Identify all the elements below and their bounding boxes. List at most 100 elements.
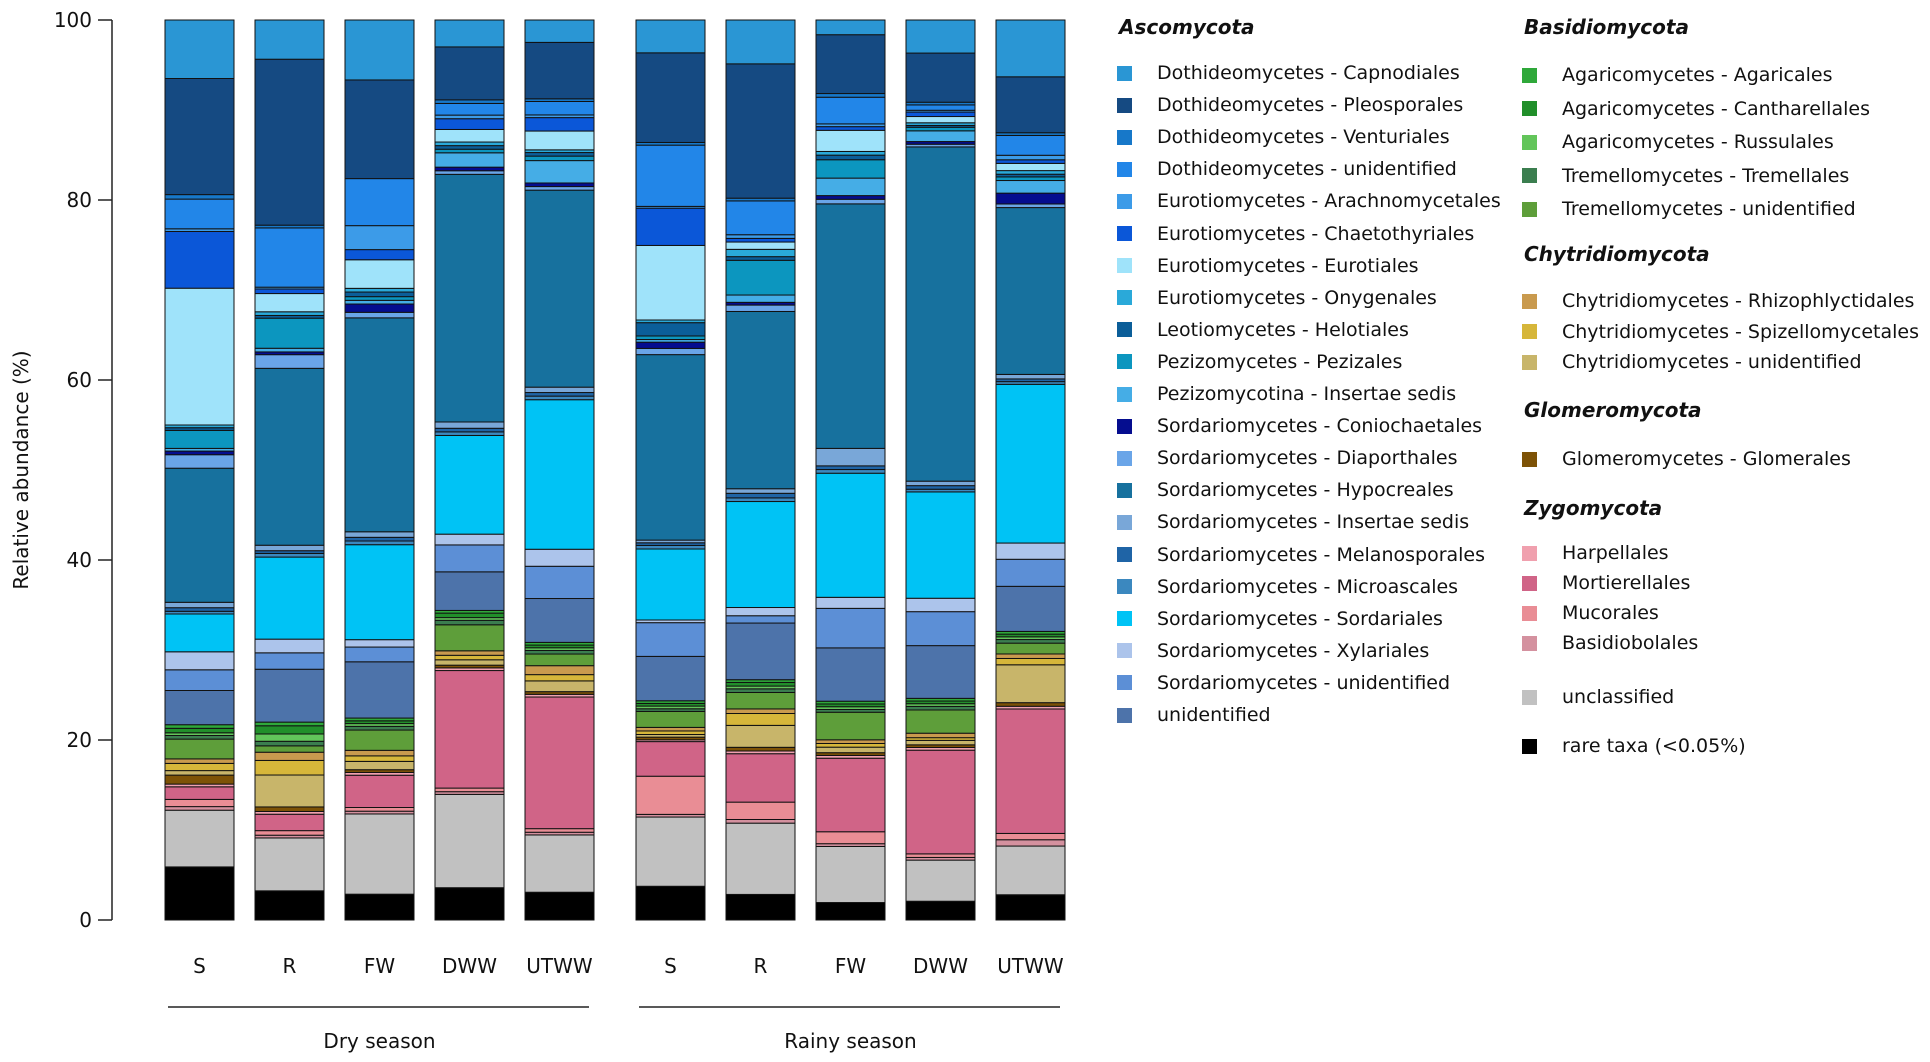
legend-item-mucorales: Mucorales xyxy=(1522,602,1659,624)
bar-segment-mucorales xyxy=(995,832,1066,841)
bar-segment-rare xyxy=(164,866,235,921)
x-tick-label: DWW xyxy=(442,954,497,978)
bar-segment-mucorales xyxy=(905,853,976,858)
legend-item-capnodiales: Dothideomycetes - Capnodiales xyxy=(1117,62,1460,84)
bar-segment-spizello xyxy=(725,713,796,726)
bar-segment-rhizo xyxy=(254,751,325,761)
bar-segment-tremellales xyxy=(344,725,415,731)
bar-segment-eurotiales xyxy=(254,293,325,313)
bar-segment-xylariales xyxy=(434,533,505,546)
bar-segment-capnodiales xyxy=(725,19,796,65)
bar-segment-diaporthales xyxy=(524,186,595,191)
bar-segment-glomerales xyxy=(725,746,796,752)
bar-segment-cantharellales xyxy=(254,725,325,735)
bar-segment-doth_unid xyxy=(434,102,505,116)
bar-segment-hypocreales xyxy=(905,146,976,482)
bar-segment-hypocreales xyxy=(434,173,505,423)
legend-swatch xyxy=(1117,258,1132,274)
legend-item-chy_unid: Chytridiomycetes - unidentified xyxy=(1522,351,1862,373)
bar-segment-basidiobolales xyxy=(995,839,1066,847)
bar-segment-helotiales xyxy=(725,256,796,261)
legend-label: Harpellales xyxy=(1562,542,1669,564)
bar-segment-sordariales xyxy=(344,544,415,641)
bar-segment-microascales xyxy=(344,540,415,546)
legend-label: Sordariomycetes - unidentified xyxy=(1157,671,1451,694)
bar-segment-rare xyxy=(344,893,415,921)
legend-item-uncl: unclassified xyxy=(1522,686,1674,708)
legend-item-diaporthales: Sordariomycetes - Diaporthales xyxy=(1117,447,1458,469)
bar-segment-rhizo xyxy=(725,708,796,715)
bar-segment-chaetothyriales xyxy=(254,288,325,295)
bar-segment-unid xyxy=(524,598,595,643)
bar-segment-melanosporales xyxy=(344,536,415,542)
legend-item-unid: unidentified xyxy=(1117,704,1271,726)
bar-segment-sord_unid xyxy=(725,615,796,624)
bar-segment-helotiales xyxy=(344,291,415,298)
bar-segment-mortierellales xyxy=(635,741,706,777)
bar-segment-helotiales xyxy=(635,322,706,337)
bar-segment-pezizales xyxy=(254,317,325,349)
bar-segment-pezizales xyxy=(635,335,706,341)
bar-segment-pleosporales xyxy=(434,46,505,101)
bar-segment-doth_unid xyxy=(725,200,796,236)
legend-swatch xyxy=(1117,579,1132,595)
legend-swatch xyxy=(1117,450,1132,466)
bar-segment-cantharellales xyxy=(725,681,796,687)
bar-segment-spizello xyxy=(344,755,415,762)
bar-segment-rhizo xyxy=(434,650,505,656)
legend-label: Sordariomycetes - Coniochaetales xyxy=(1157,415,1483,438)
bar-segment-tremellales xyxy=(905,705,976,711)
legend-item-xylariales: Sordariomycetes - Xylariales xyxy=(1117,640,1429,662)
legend-swatch xyxy=(1522,738,1537,754)
bar-segment-sord_unid xyxy=(524,565,595,600)
bar-segment-chy_unid xyxy=(524,680,595,693)
bar-segment-chaetothyriales xyxy=(434,118,505,130)
legend-swatch xyxy=(1117,386,1132,402)
bar-segment-coniochaetales xyxy=(815,195,886,200)
bar-segment-glomerales xyxy=(995,702,1066,707)
bar-segment-mucorales xyxy=(725,801,796,820)
bar-segment-mortierellales xyxy=(995,708,1066,834)
bar-segment-mucorales xyxy=(635,775,706,815)
bar-segment-melanosporales xyxy=(524,392,595,397)
bar-segment-doth_unid xyxy=(344,178,415,227)
bar-segment-capnodiales xyxy=(434,19,505,48)
legend-label: Eurotiomycetes - Onygenales xyxy=(1157,286,1437,309)
bar-segment-pleosporales xyxy=(254,58,325,226)
legend-item-spizello: Chytridiomycetes - Spizellomycetales xyxy=(1522,321,1919,343)
legend-label: Agaricomycetes - Agaricales xyxy=(1562,64,1833,86)
bar-segment-chaetothyriales xyxy=(905,111,976,118)
legend-group-title: Glomeromycota xyxy=(1524,398,1702,422)
bar-segment-mortierellales xyxy=(725,753,796,803)
bar-segment-sord_ins xyxy=(995,373,1066,380)
legend-label: Agaricomycetes - Russulales xyxy=(1562,131,1834,153)
bar-segment-rhizo xyxy=(344,749,415,757)
bar-segment-rare xyxy=(995,894,1066,921)
bar-segment-chy_unid xyxy=(434,659,505,666)
bar-segment-uncl xyxy=(995,845,1066,896)
bar-segment-chaetothyriales xyxy=(635,207,706,246)
x-tick-label: S xyxy=(664,954,677,978)
y-tick-label: 100 xyxy=(54,8,92,32)
bar-segment-pezizomycotina xyxy=(905,130,976,143)
legend-swatch xyxy=(1522,689,1537,705)
bar-segment-chy_unid xyxy=(164,770,235,776)
bar-segment-pezizomycotina xyxy=(254,347,325,353)
bar-segment-microascales xyxy=(524,395,595,401)
bar-segment-pleosporales xyxy=(995,76,1066,134)
legend-label: Agaricomycetes - Cantharellales xyxy=(1562,97,1870,120)
legend-item-doth_unid: Dothideomycetes - unidentified xyxy=(1117,158,1457,180)
bar-segment-tre_unid xyxy=(254,745,325,753)
bar-segment-pleosporales xyxy=(815,34,886,95)
legend-item-harpellales: Harpellales xyxy=(1522,542,1669,564)
bar-segment-chaetothyriales xyxy=(164,231,235,289)
bar-segment-tremellales xyxy=(524,649,595,655)
bar-segment-sord_ins xyxy=(905,480,976,487)
legend-swatch xyxy=(1117,129,1132,145)
bar-segment-rare xyxy=(815,902,886,921)
bar-segment-coniochaetales xyxy=(164,450,235,456)
legend-label: Chytridiomycetes - unidentified xyxy=(1562,351,1862,373)
bar-segment-doth_unid xyxy=(995,134,1066,156)
bar-segment-tremellales xyxy=(254,740,325,747)
bar-segment-rare xyxy=(524,891,595,921)
